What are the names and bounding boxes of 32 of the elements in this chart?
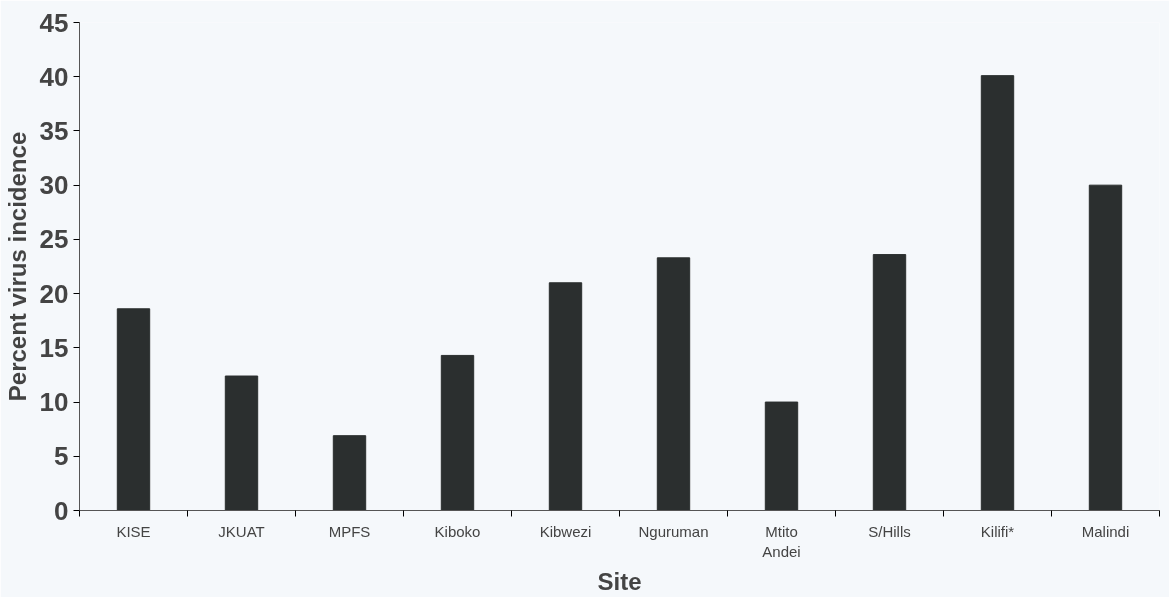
y-tick-label: 30 [39,170,69,201]
y-tick-label: 15 [39,332,69,363]
bar [548,282,583,511]
bar [224,375,259,511]
x-tick-label: JKUAT [218,522,265,540]
x-tick-label: Malindi [1081,522,1130,540]
bar [980,75,1015,511]
y-tick-label: 10 [39,387,69,418]
y-tick-label: 40 [39,61,69,92]
bar [332,435,367,511]
x-tick-label: MPFS [328,522,371,540]
y-tick-label: 35 [39,115,69,146]
x-tick-label: Kiboko [434,522,481,540]
bar [656,257,691,511]
x-tick-label: Nguruman [638,522,709,540]
x-tick-label: Kilifi* [980,522,1015,540]
y-tick-label: 0 [54,495,69,526]
y-axis-title: Percent virus incidence [3,131,31,402]
y-tick-label: 20 [39,278,69,309]
x-tick-label: KISE [116,522,151,540]
x-axis-title: Site [597,567,642,595]
x-tick-label: Mtito Andei [762,522,801,560]
y-tick-label: 25 [39,224,69,255]
bar [440,354,475,511]
bar [116,308,151,511]
bar [764,401,799,511]
y-tick-label: 45 [39,7,69,38]
bar [1088,184,1123,511]
y-tick-label: 5 [54,441,69,472]
x-tick-label: S/Hills [868,522,911,540]
bar [872,254,907,511]
x-tick-label: Kibwezi [539,522,592,540]
